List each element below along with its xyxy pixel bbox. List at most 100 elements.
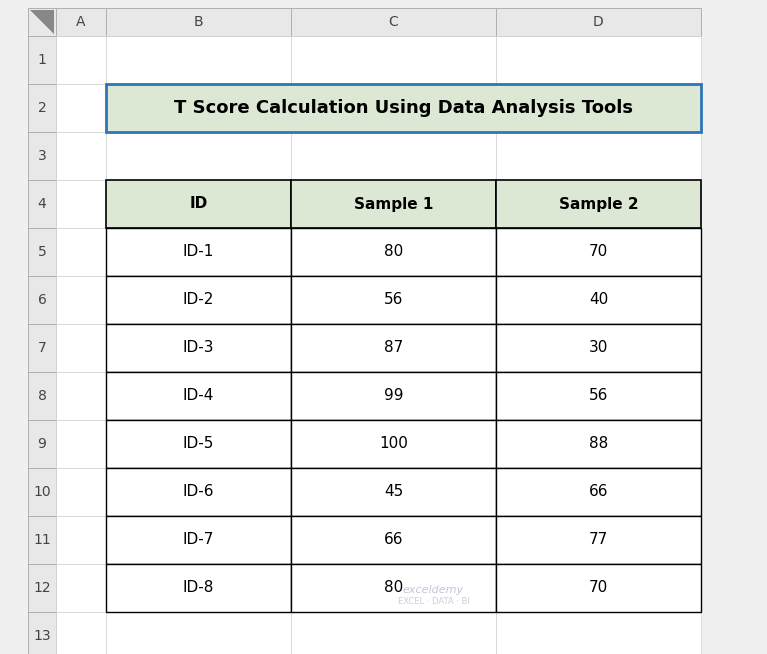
Text: ID-7: ID-7 — [183, 532, 214, 547]
Bar — [106, 228, 291, 276]
Bar — [496, 516, 701, 564]
Bar — [496, 420, 701, 468]
Bar — [56, 468, 106, 516]
Bar — [291, 276, 496, 324]
Bar — [106, 180, 291, 228]
Bar — [496, 564, 701, 612]
Bar — [106, 84, 701, 132]
Text: 70: 70 — [589, 581, 608, 596]
Text: 6: 6 — [38, 293, 47, 307]
Bar — [56, 8, 106, 36]
Bar — [496, 180, 701, 228]
Text: 100: 100 — [379, 436, 408, 451]
Text: 11: 11 — [33, 533, 51, 547]
Bar — [291, 468, 496, 516]
Bar — [291, 420, 496, 468]
Bar — [56, 36, 106, 84]
Bar — [28, 84, 56, 132]
Bar — [28, 516, 56, 564]
Bar — [106, 372, 291, 420]
Bar — [106, 324, 291, 372]
Bar — [56, 564, 106, 612]
Text: 13: 13 — [33, 629, 51, 643]
Bar — [496, 564, 701, 612]
Bar — [291, 36, 496, 84]
Bar — [496, 372, 701, 420]
Bar — [106, 8, 291, 36]
Bar — [106, 468, 291, 516]
Text: 66: 66 — [589, 485, 608, 500]
Bar — [496, 516, 701, 564]
Bar — [106, 612, 291, 654]
Bar — [106, 372, 291, 420]
Bar — [291, 612, 496, 654]
Bar — [56, 324, 106, 372]
Bar — [56, 84, 106, 132]
Bar — [496, 420, 701, 468]
Text: Sample 2: Sample 2 — [558, 196, 638, 211]
Bar — [106, 228, 291, 276]
Bar — [291, 84, 496, 132]
Text: 9: 9 — [38, 437, 47, 451]
Bar — [496, 324, 701, 372]
Bar — [291, 468, 496, 516]
Text: ID-3: ID-3 — [183, 341, 214, 356]
Text: 7: 7 — [38, 341, 46, 355]
Bar — [106, 324, 291, 372]
Bar — [56, 228, 106, 276]
Bar — [28, 132, 56, 180]
Text: 5: 5 — [38, 245, 46, 259]
Bar — [106, 564, 291, 612]
Text: 56: 56 — [589, 388, 608, 404]
Text: ID: ID — [189, 196, 208, 211]
Bar — [291, 8, 496, 36]
Text: ID-1: ID-1 — [183, 245, 214, 260]
Text: C: C — [389, 15, 398, 29]
Bar — [56, 372, 106, 420]
Bar — [106, 468, 291, 516]
Bar — [496, 276, 701, 324]
Text: 80: 80 — [384, 581, 403, 596]
Bar — [28, 180, 56, 228]
Bar — [106, 180, 291, 228]
Bar — [28, 228, 56, 276]
Bar — [56, 276, 106, 324]
Bar — [496, 324, 701, 372]
Bar — [28, 420, 56, 468]
Text: 10: 10 — [33, 485, 51, 499]
Bar — [106, 36, 291, 84]
Bar — [291, 324, 496, 372]
Bar — [496, 36, 701, 84]
Text: ID-8: ID-8 — [183, 581, 214, 596]
Text: 3: 3 — [38, 149, 46, 163]
Bar — [291, 564, 496, 612]
Bar — [106, 516, 291, 564]
Bar — [28, 468, 56, 516]
Bar — [106, 132, 291, 180]
Text: 56: 56 — [384, 292, 403, 307]
Text: 88: 88 — [589, 436, 608, 451]
Polygon shape — [30, 10, 54, 34]
Bar — [106, 420, 291, 468]
Text: 40: 40 — [589, 292, 608, 307]
Bar — [28, 564, 56, 612]
Bar — [56, 132, 106, 180]
Bar — [291, 180, 496, 228]
Text: 8: 8 — [38, 389, 47, 403]
Bar — [28, 8, 56, 36]
Text: 80: 80 — [384, 245, 403, 260]
Bar — [28, 372, 56, 420]
Bar — [56, 180, 106, 228]
Bar — [291, 372, 496, 420]
Bar — [496, 276, 701, 324]
Text: 45: 45 — [384, 485, 403, 500]
Text: 12: 12 — [33, 581, 51, 595]
Text: 30: 30 — [589, 341, 608, 356]
Text: 66: 66 — [384, 532, 403, 547]
Text: 99: 99 — [384, 388, 403, 404]
Bar — [291, 420, 496, 468]
Bar — [291, 276, 496, 324]
Text: T Score Calculation Using Data Analysis Tools: T Score Calculation Using Data Analysis … — [174, 99, 633, 117]
Bar — [291, 516, 496, 564]
Bar — [106, 564, 291, 612]
